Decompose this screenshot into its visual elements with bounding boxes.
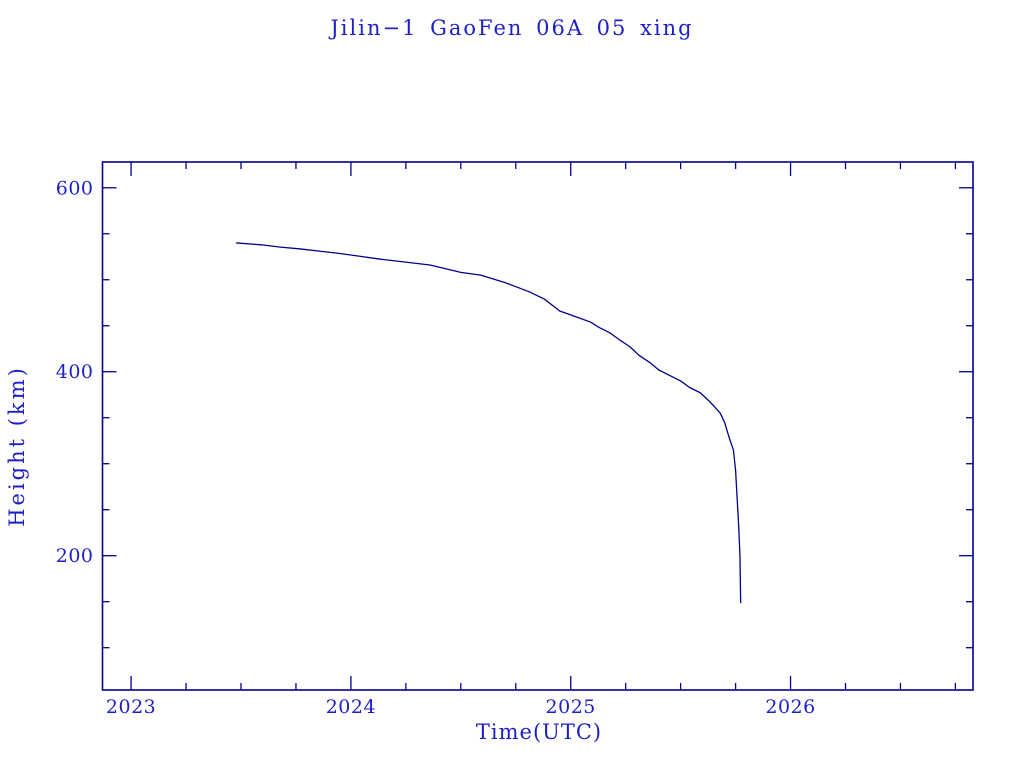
x-tick-label: 2026 <box>765 696 815 718</box>
chart-title: Jilin−1 GaoFen 06A 05 xing <box>330 16 694 40</box>
y-tick-label: 600 <box>56 177 94 199</box>
x-tick-label: 2023 <box>106 696 156 718</box>
x-axis-label: Time(UTC) <box>475 720 603 744</box>
plot-border <box>101 161 974 691</box>
decay-curve <box>235 242 742 604</box>
y-tick-label: 400 <box>56 361 94 383</box>
x-tick-label: 2024 <box>326 696 376 718</box>
x-tick-label: 2025 <box>546 696 596 718</box>
y-tick-label: 200 <box>56 545 94 567</box>
